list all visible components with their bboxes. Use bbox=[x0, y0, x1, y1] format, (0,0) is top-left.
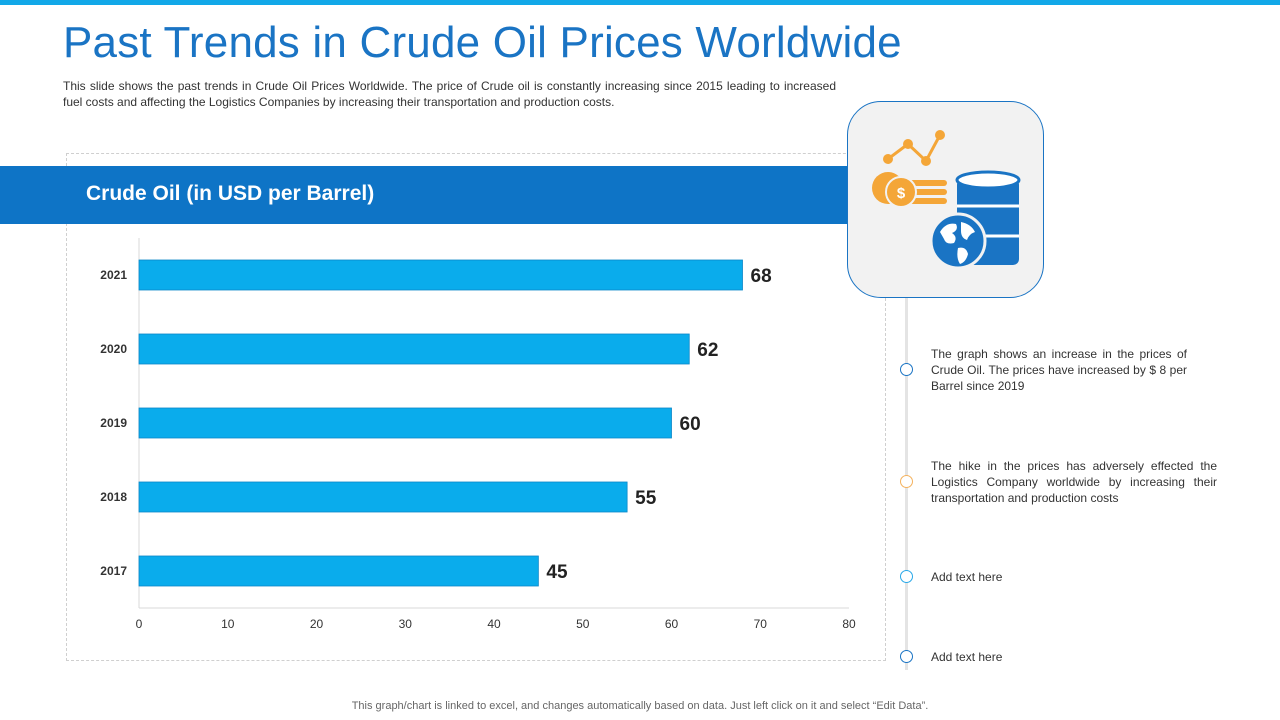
data-label: 62 bbox=[697, 340, 718, 361]
bar-2020[interactable] bbox=[138, 333, 690, 365]
data-label: 45 bbox=[546, 562, 568, 583]
timeline-dot-3 bbox=[900, 570, 913, 583]
x-tick-label: 10 bbox=[221, 617, 235, 631]
y-tick-label: 2021 bbox=[100, 268, 127, 282]
x-tick-label: 50 bbox=[576, 617, 590, 631]
x-tick-label: 0 bbox=[136, 617, 143, 631]
x-tick-label: 80 bbox=[842, 617, 856, 631]
x-tick-label: 20 bbox=[310, 617, 324, 631]
chart-title: Crude Oil (in USD per Barrel) bbox=[86, 182, 375, 205]
page-title: Past Trends in Crude Oil Prices Worldwid… bbox=[63, 18, 902, 67]
chart-header-bar bbox=[0, 166, 860, 224]
x-tick-label: 70 bbox=[754, 617, 768, 631]
note-text-3: Add text here bbox=[931, 570, 1003, 584]
timeline-dot-2 bbox=[900, 475, 913, 488]
footer-note: This graph/chart is linked to excel, and… bbox=[351, 700, 929, 712]
coins-icon: $ bbox=[872, 172, 947, 208]
x-tick-label: 40 bbox=[487, 617, 501, 631]
x-tick-label: 30 bbox=[399, 617, 413, 631]
data-label: 55 bbox=[635, 488, 657, 509]
y-tick-label: 2018 bbox=[100, 490, 127, 504]
x-tick-label: 60 bbox=[665, 617, 679, 631]
bar-2019[interactable] bbox=[138, 407, 672, 439]
trend-line-icon bbox=[883, 130, 945, 166]
timeline-dot-1 bbox=[900, 363, 913, 376]
timeline-dot-4 bbox=[900, 650, 913, 663]
bar-2018[interactable] bbox=[138, 481, 628, 513]
bar-chart[interactable]: 2021 2020 2019 2018 2017 68 62 60 55 45 0 10 20 30 4… bbox=[0, 0, 900, 660]
top-accent-bar bbox=[0, 0, 1280, 5]
chart-frame bbox=[66, 153, 886, 661]
oil-illustration-card: $ bbox=[847, 101, 1044, 298]
data-label: 60 bbox=[680, 414, 701, 435]
note-text-4: Add text here bbox=[931, 650, 1003, 664]
y-tick-label: 2019 bbox=[100, 416, 127, 430]
note-text-2: The hike in the prices has adversely eff… bbox=[931, 459, 1217, 505]
y-tick-label: 2017 bbox=[100, 564, 127, 578]
svg-text:$: $ bbox=[897, 185, 906, 202]
globe-icon bbox=[929, 212, 987, 270]
note-text-1: The graph shows an increase in the price… bbox=[931, 347, 1187, 393]
y-tick-label: 2020 bbox=[100, 342, 127, 356]
data-label: 68 bbox=[751, 266, 772, 287]
bar-2017[interactable] bbox=[138, 555, 539, 587]
slide-description: This slide shows the past trends in Crud… bbox=[63, 79, 836, 109]
bar-2021[interactable] bbox=[138, 259, 743, 291]
